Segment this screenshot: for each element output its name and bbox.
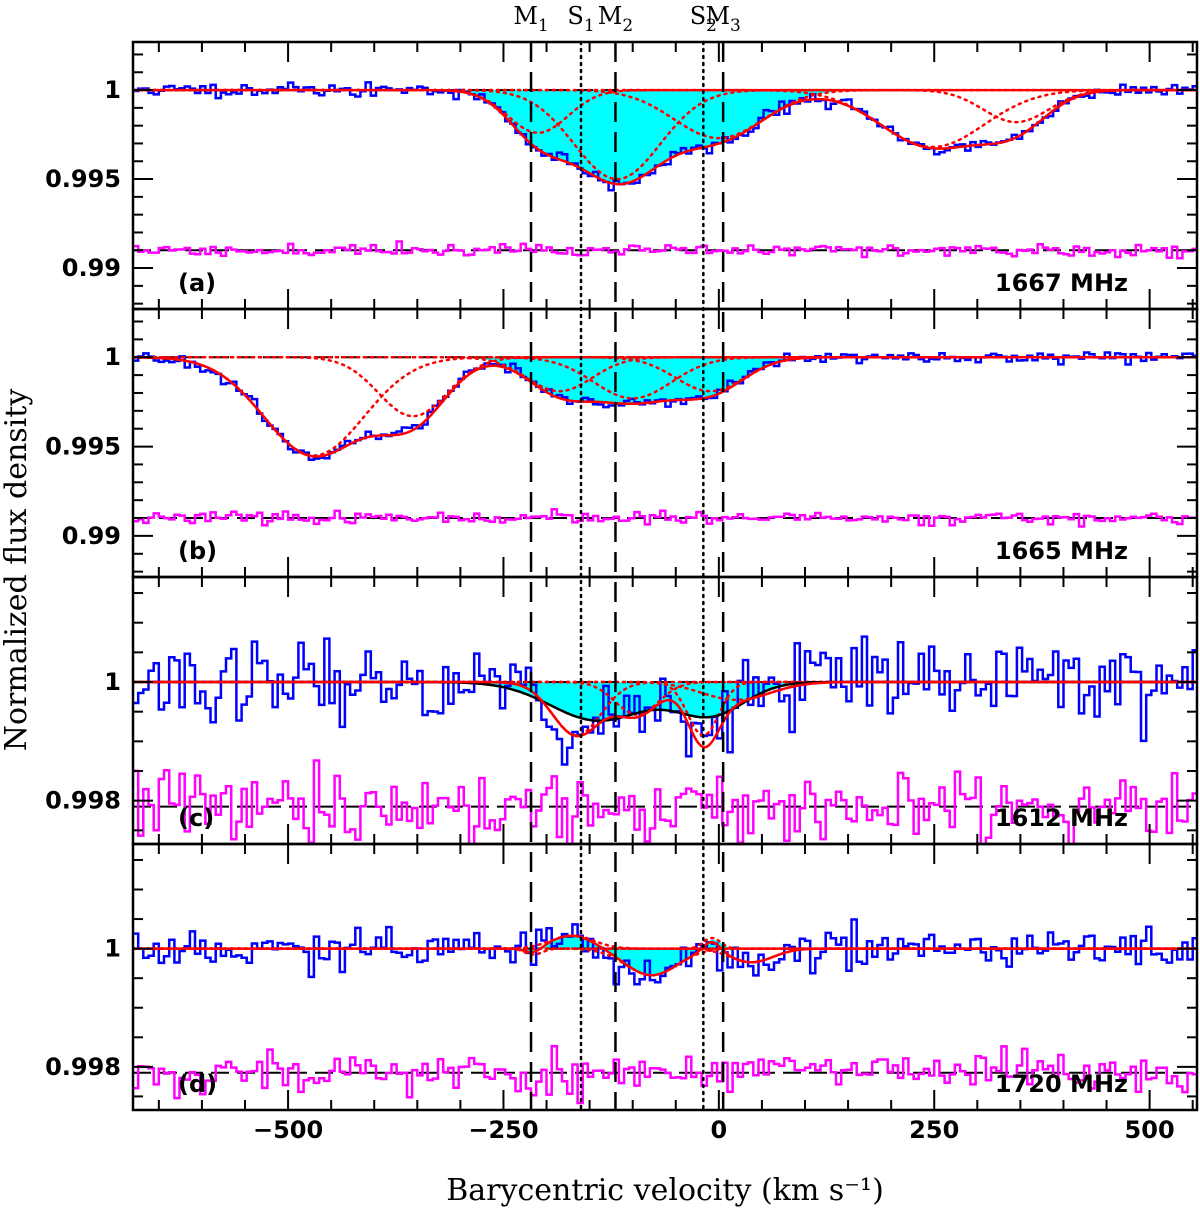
panel-frame xyxy=(131,842,1199,1112)
y-tick-label: 0.995 xyxy=(45,433,121,461)
marker-label-M3: M3 xyxy=(705,2,740,36)
y-tick-label: 0.99 xyxy=(62,522,121,550)
x-tick-label: −250 xyxy=(468,1116,538,1144)
panel-plot-area xyxy=(133,635,1197,844)
panel-3: 0.998 1 (c) 1612 MHz xyxy=(45,575,1199,846)
y-tick-label: 1 xyxy=(104,76,121,104)
y-tick-label: 0.998 xyxy=(45,787,121,815)
marker-label-M2: M2 xyxy=(598,2,633,36)
marker-label-S2: S2 xyxy=(690,2,717,36)
y-tick-label: 0.998 xyxy=(45,1053,121,1081)
shaded-absorption xyxy=(133,935,1197,976)
x-tick-label: −500 xyxy=(253,1116,323,1144)
panel-1: 0.99 0.995 1 (a) 1667 MHz xyxy=(45,40,1199,311)
panel-frequency: 1612 MHz xyxy=(995,804,1128,832)
x-tick-label: 250 xyxy=(909,1116,959,1144)
y-tick-label: 1 xyxy=(104,668,121,696)
panels-layer: 0.99 0.995 1 (a) 1667 MHz 0.99 0.995 1 (b) 1665 M… xyxy=(45,40,1199,1112)
panel-4: 0.998 1 (d) 1720 MHz xyxy=(45,842,1199,1112)
observed-spectrum xyxy=(133,635,1197,766)
panel-frequency: 1665 MHz xyxy=(995,537,1128,565)
residual-spectrum xyxy=(133,240,1197,260)
panel-label: (c) xyxy=(178,804,214,832)
observed-spectrum xyxy=(133,351,1197,462)
panel-plot-area xyxy=(133,81,1197,260)
observed-spectrum xyxy=(133,81,1197,192)
panel-frequency: 1720 MHz xyxy=(995,1070,1128,1098)
marker-label-M1: M1 xyxy=(513,2,548,36)
residual-spectrum xyxy=(133,507,1197,528)
model-fit-curve xyxy=(133,680,1197,749)
residual-spectrum xyxy=(133,1044,1197,1105)
panel-label: (d) xyxy=(178,1070,217,1098)
panel-label: (a) xyxy=(178,269,216,297)
panel-plot-area xyxy=(133,351,1197,528)
y-tick-label: 0.995 xyxy=(45,165,121,193)
x-axis-title: Barycentric velocity (km s⁻¹) xyxy=(446,1173,884,1208)
x-tick-label: 0 xyxy=(710,1116,727,1144)
y-tick-label: 1 xyxy=(104,935,121,963)
model-fit-curve xyxy=(133,88,1197,186)
y-tick-label: 0.99 xyxy=(62,254,121,282)
shaded-absorption xyxy=(133,357,1197,404)
panel-label: (b) xyxy=(178,537,217,565)
axes-layer: −500 −250 0 250 500 xyxy=(253,1116,1175,1144)
model-fit-curve xyxy=(133,355,1197,458)
model-fit-curve xyxy=(133,934,1197,977)
panel-frequency: 1667 MHz xyxy=(995,269,1128,297)
y-tick-label: 1 xyxy=(104,343,121,371)
y-axis-title: Normalized flux density xyxy=(0,389,34,752)
panel-plot-area xyxy=(133,918,1197,1105)
panel-2: 0.99 0.995 1 (b) 1665 MHz xyxy=(45,307,1199,579)
marker-label-S1: S1 xyxy=(567,2,594,36)
x-tick-label: 500 xyxy=(1125,1116,1175,1144)
